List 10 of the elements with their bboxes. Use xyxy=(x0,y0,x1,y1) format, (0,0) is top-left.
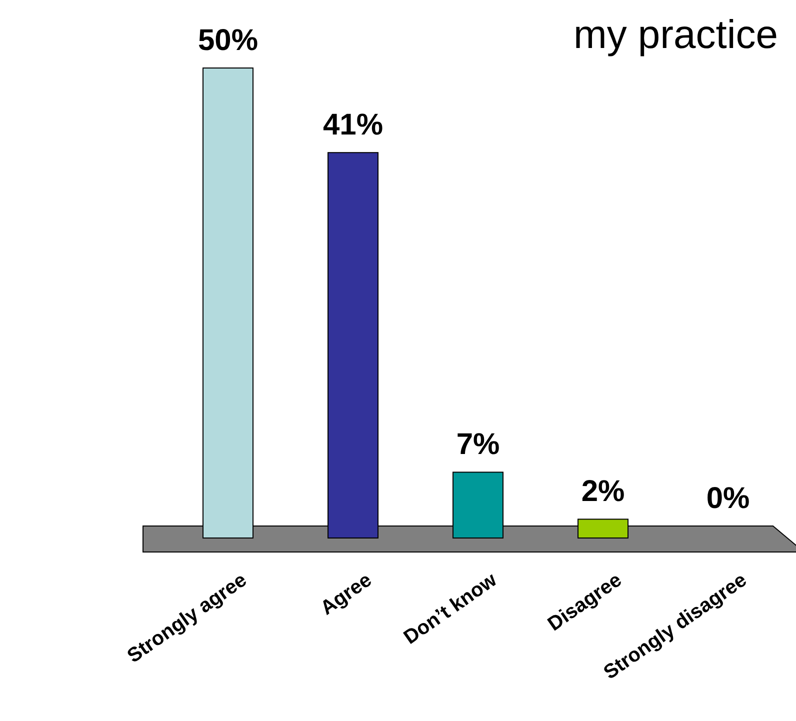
bar xyxy=(452,472,504,538)
data-label: 50% xyxy=(198,24,258,57)
data-label: 7% xyxy=(456,428,500,462)
chart-title: my practice xyxy=(574,13,778,57)
data-label: 0% xyxy=(706,482,750,515)
data-label: 2% xyxy=(581,475,625,508)
data-label: 41% xyxy=(322,108,384,142)
bar xyxy=(578,518,628,538)
bar xyxy=(328,152,378,538)
bar xyxy=(202,68,254,538)
